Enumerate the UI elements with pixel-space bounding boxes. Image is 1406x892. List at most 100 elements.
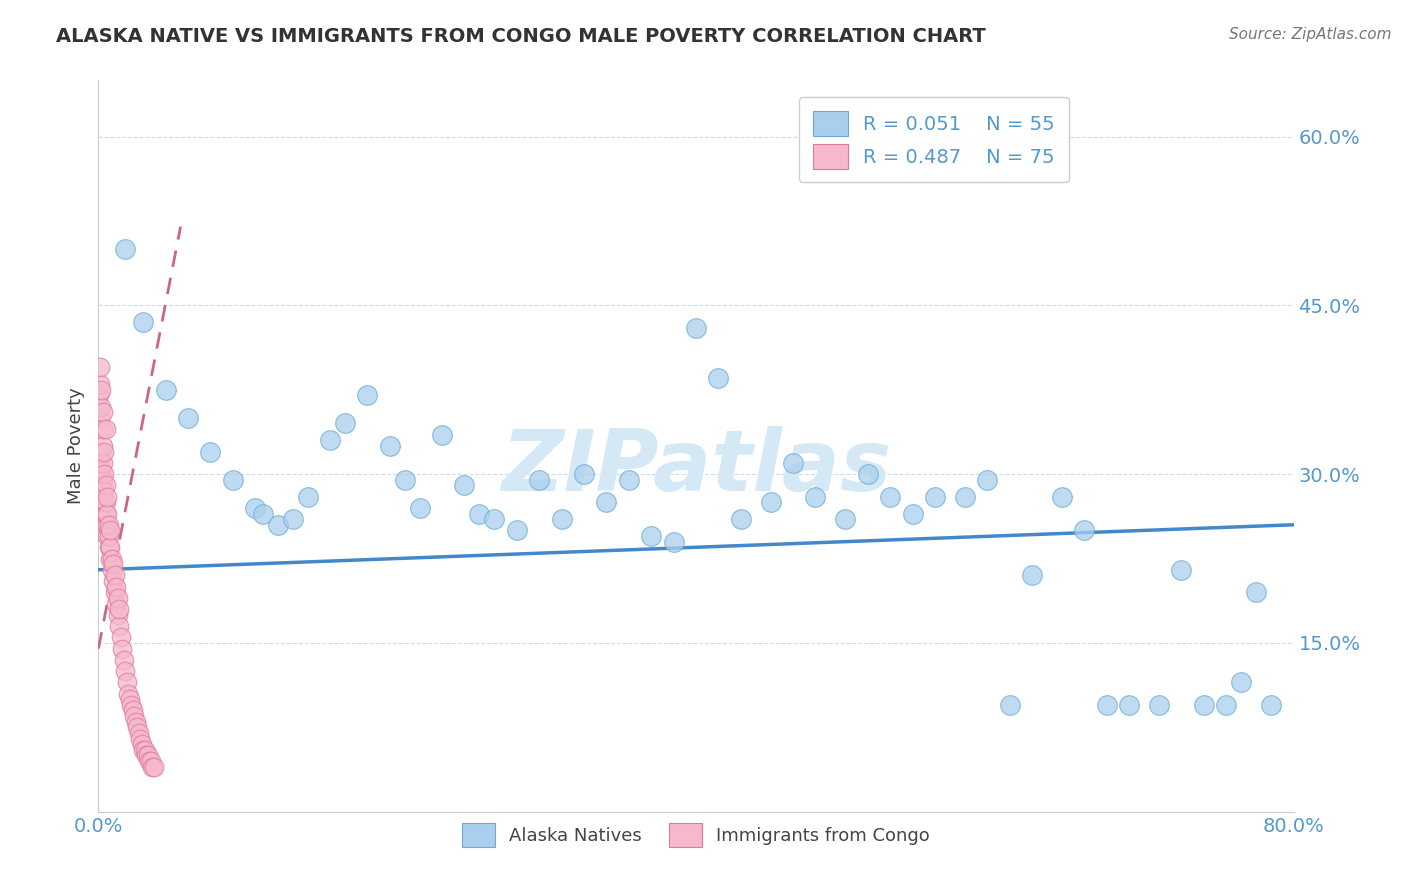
Point [139,754,162,768]
Point [104,585,127,599]
Point [468,507,491,521]
Point [107,591,129,605]
Point [484,512,506,526]
Point [572,467,595,482]
Point [98,551,122,566]
Point [91,495,114,509]
Point [93,444,115,458]
Point [356,388,378,402]
Point [1050,490,1073,504]
Point [1095,698,1118,712]
Point [142,760,165,774]
Point [98,524,122,538]
Point [91,473,114,487]
Point [97,517,120,532]
Point [976,473,998,487]
Point [98,541,122,555]
Point [128,726,150,740]
Point [685,321,707,335]
Point [96,517,118,532]
Point [595,495,617,509]
Point [97,529,120,543]
Point [90,461,112,475]
Point [141,760,163,774]
Point [924,490,946,504]
Point [267,517,290,532]
Point [617,473,640,487]
Text: Source: ZipAtlas.com: Source: ZipAtlas.com [1229,27,1392,42]
Point [89,410,111,425]
Point [550,512,572,526]
Point [93,483,115,498]
Point [506,524,529,538]
Point [1230,675,1253,690]
Point [110,630,132,644]
Point [953,490,976,504]
Point [527,473,550,487]
Legend: Alaska Natives, Immigrants from Congo: Alaska Natives, Immigrants from Congo [456,816,936,854]
Point [1244,585,1267,599]
Point [200,444,222,458]
Point [94,422,117,436]
Point [856,467,879,482]
Point [93,507,115,521]
Point [120,698,142,712]
Point [782,456,804,470]
Point [115,675,138,690]
Point [998,698,1021,712]
Point [90,444,112,458]
Point [136,748,159,763]
Point [91,405,114,419]
Point [97,541,120,555]
Point [90,490,112,504]
Point [131,737,153,751]
Point [96,507,118,521]
Point [1170,563,1192,577]
Y-axis label: Male Poverty: Male Poverty [66,388,84,504]
Point [117,687,139,701]
Point [105,580,128,594]
Point [394,473,416,487]
Point [155,383,177,397]
Point [1147,698,1170,712]
Point [297,490,319,504]
Point [132,743,155,757]
Point [114,664,136,678]
Point [1021,568,1043,582]
Point [89,360,111,375]
Point [93,467,115,482]
Point [108,602,131,616]
Point [245,500,267,515]
Point [901,507,924,521]
Point [91,422,114,436]
Point [430,427,453,442]
Point [107,607,129,622]
Point [804,490,827,504]
Point [730,512,752,526]
Point [90,400,112,414]
Point [333,417,356,431]
Point [132,315,155,329]
Point [1118,698,1140,712]
Point [222,473,245,487]
Point [879,490,901,504]
Point [252,507,274,521]
Point [104,568,127,582]
Point [408,500,430,515]
Point [281,512,304,526]
Point [94,478,117,492]
Point [96,529,118,543]
Point [89,478,111,492]
Point [707,371,730,385]
Point [105,597,128,611]
Point [1215,698,1237,712]
Point [89,467,111,482]
Point [89,377,111,392]
Point [94,495,117,509]
Point [114,242,136,256]
Point [90,473,112,487]
Point [134,743,156,757]
Point [90,383,112,397]
Point [103,574,125,588]
Point [1260,698,1282,712]
